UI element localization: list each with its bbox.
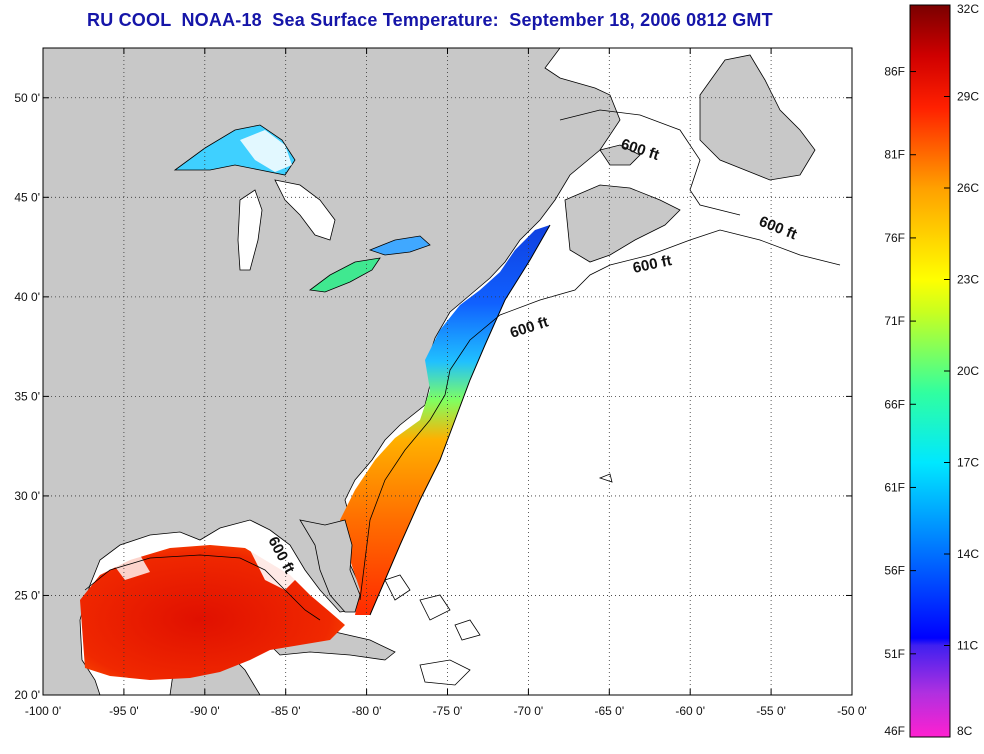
- colorbar-fahrenheit-label: 81F: [884, 148, 905, 162]
- land-hispaniola: [419, 659, 471, 686]
- lake-michigan: [237, 189, 263, 271]
- map-area: [43, 48, 852, 695]
- lon-tick-label: -90 0': [190, 704, 220, 718]
- colorbar-fahrenheit-label: 76F: [884, 231, 905, 245]
- land-nova-scotia: [564, 184, 681, 263]
- colorbar-fahrenheit-label: 46F: [884, 724, 905, 738]
- land-pei: [599, 144, 641, 166]
- lon-tick-label: -60 0': [675, 704, 705, 718]
- lat-tick-label: 40 0': [14, 290, 40, 304]
- colorbar-fahrenheit-label: 66F: [884, 397, 905, 411]
- lon-tick-label: -50 0': [837, 704, 867, 718]
- florida-coast: [299, 519, 361, 613]
- swath-edge: [369, 224, 551, 616]
- colorbar-celsius-label: 17C: [957, 456, 979, 470]
- latitude-labels: 20 0' 25 0' 30 0' 35 0' 40 0' 45 0' 50 0': [14, 91, 40, 702]
- colorbar-fahrenheit-label: 61F: [884, 480, 905, 494]
- colorbar-fahrenheit-label: 51F: [884, 647, 905, 661]
- colorbar-celsius-label: 20C: [957, 364, 979, 378]
- land-newfoundland: [699, 54, 816, 181]
- lat-tick-label: 25 0': [14, 588, 40, 602]
- gulf-cloud-patch: [250, 540, 300, 590]
- colorbar-celsius-label: 26C: [957, 181, 979, 195]
- colorbar-celsius-label: 8C: [957, 724, 973, 738]
- lon-tick-label: -85 0': [271, 704, 301, 718]
- lon-tick-label: -95 0': [109, 704, 139, 718]
- colorbar-celsius-label: 11C: [957, 639, 978, 653]
- lon-tick-label: -75 0': [433, 704, 463, 718]
- colorbar-celsius-label: 23C: [957, 273, 979, 287]
- lake-ontario: [368, 235, 431, 256]
- caribbean-islands: [384, 473, 613, 641]
- lat-tick-label: 35 0': [14, 389, 40, 403]
- lon-tick-label: -65 0': [594, 704, 624, 718]
- longitude-labels: -100 0' -95 0' -90 0' -85 0' -80 0' -75 0' -70…: [25, 704, 867, 718]
- lake-superior-cloud: [240, 130, 292, 172]
- colorbar: 86F 81F 76F 71F 66F 61F 56F 51F 46F 32C 29C 26C 23C…: [884, 2, 979, 738]
- lat-tick-label: 20 0': [14, 688, 40, 702]
- colorbar-fahrenheit-label: 86F: [884, 65, 905, 79]
- colorbar-celsius-label: 29C: [957, 90, 979, 104]
- lat-tick-label: 45 0': [14, 190, 40, 204]
- lon-tick-label: -55 0': [756, 704, 786, 718]
- colorbar-fahrenheit-labels: 86F 81F 76F 71F 66F 61F 56F 51F 46F: [884, 65, 916, 738]
- lon-tick-label: -70 0': [514, 704, 544, 718]
- colorbar-fahrenheit-label: 56F: [884, 564, 905, 578]
- atlantic-swath-sst: [340, 225, 550, 615]
- colorbar-celsius-label: 14C: [957, 547, 979, 561]
- contour-600ft-gulf: [84, 554, 321, 621]
- land-mass: [43, 48, 621, 695]
- lake-huron: [274, 179, 336, 241]
- lat-tick-label: 50 0': [14, 91, 40, 105]
- lon-tick-label: -80 0': [352, 704, 382, 718]
- map-title: RU COOL NOAA-18 Sea Surface Temperature:…: [87, 10, 773, 30]
- frame-ticks: [42, 48, 853, 696]
- colorbar-celsius-labels: 32C 29C 26C 23C 20C 17C 14C 11C 8C: [944, 2, 979, 738]
- colorbar-fahrenheit-label: 71F: [884, 314, 905, 328]
- lake-erie: [308, 257, 381, 293]
- contour-600ft-atlantic: [359, 229, 841, 601]
- colorbar-celsius-label: 32C: [957, 2, 979, 16]
- map-grid: [43, 48, 852, 695]
- lat-tick-label: 30 0': [14, 489, 40, 503]
- lon-tick-label: -100 0': [25, 704, 61, 718]
